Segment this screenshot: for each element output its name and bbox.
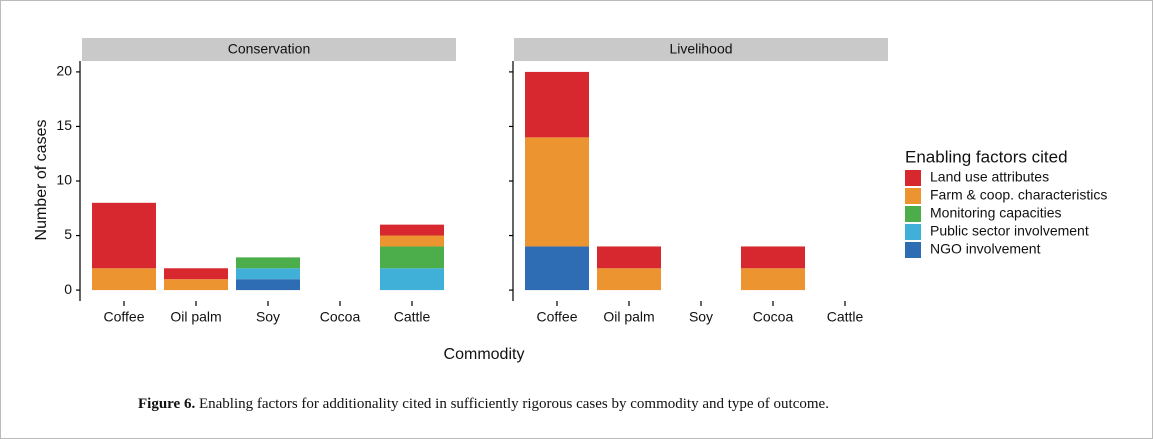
facet-title: Conservation	[228, 41, 311, 57]
bar-segment	[92, 268, 156, 291]
bar-segment	[741, 246, 805, 269]
x-tick-label: Oil palm	[170, 309, 221, 325]
facet-title: Livelihood	[669, 41, 732, 57]
bar-segment	[92, 202, 156, 269]
legend-swatch	[905, 206, 921, 222]
caption-text: Enabling factors for additionality cited…	[199, 396, 829, 412]
facet-header	[514, 38, 888, 61]
bar-segment	[380, 268, 444, 291]
x-tick-label: Oil palm	[603, 309, 654, 325]
bar-segment	[741, 268, 805, 291]
x-tick-label: Soy	[256, 309, 280, 325]
legend-label: Monitoring capacities	[930, 205, 1062, 221]
x-tick-label: Coffee	[537, 309, 578, 325]
bar-segment	[597, 268, 661, 291]
y-tick-label: 15	[56, 117, 72, 133]
bar-segment	[236, 279, 300, 291]
bar-segment	[525, 137, 589, 247]
x-tick-label: Cocoa	[320, 309, 361, 325]
bar-segment	[236, 257, 300, 269]
legend-label: NGO involvement	[930, 241, 1041, 257]
facet-header	[82, 38, 456, 61]
y-tick-label: 0	[64, 281, 72, 297]
x-tick-label: Coffee	[104, 309, 145, 325]
bar-segment	[380, 224, 444, 236]
legend-swatch	[905, 242, 921, 258]
legend-label: Public sector involvement	[930, 223, 1089, 239]
caption-label: Figure 6.	[138, 396, 195, 412]
x-tick-label: Soy	[689, 309, 713, 325]
legend-swatch	[905, 188, 921, 204]
bar-segment	[236, 268, 300, 280]
legend-label: Farm & coop. characteristics	[930, 187, 1107, 203]
y-axis-label: Number of cases	[33, 120, 50, 241]
bar-segment	[164, 268, 228, 280]
legend-swatch	[905, 224, 921, 240]
y-tick-label: 10	[56, 172, 72, 188]
y-tick-label: 5	[64, 226, 72, 242]
bar-segment	[525, 246, 589, 291]
bar-segment	[380, 246, 444, 269]
bar-segment	[380, 235, 444, 247]
y-tick-label: 20	[56, 63, 72, 79]
legend-swatch	[905, 170, 921, 186]
bar-segment	[597, 246, 661, 269]
x-tick-label: Cattle	[827, 309, 864, 325]
legend-label: Land use attributes	[930, 169, 1049, 185]
x-axis-label: Commodity	[444, 346, 525, 363]
bar-segment	[525, 71, 589, 138]
bar-segment	[164, 279, 228, 291]
caption: Figure 6. Enabling factors for additiona…	[138, 396, 829, 412]
x-tick-label: Cocoa	[753, 309, 794, 325]
x-tick-label: Cattle	[394, 309, 431, 325]
legend-title: Enabling factors cited	[905, 147, 1068, 166]
